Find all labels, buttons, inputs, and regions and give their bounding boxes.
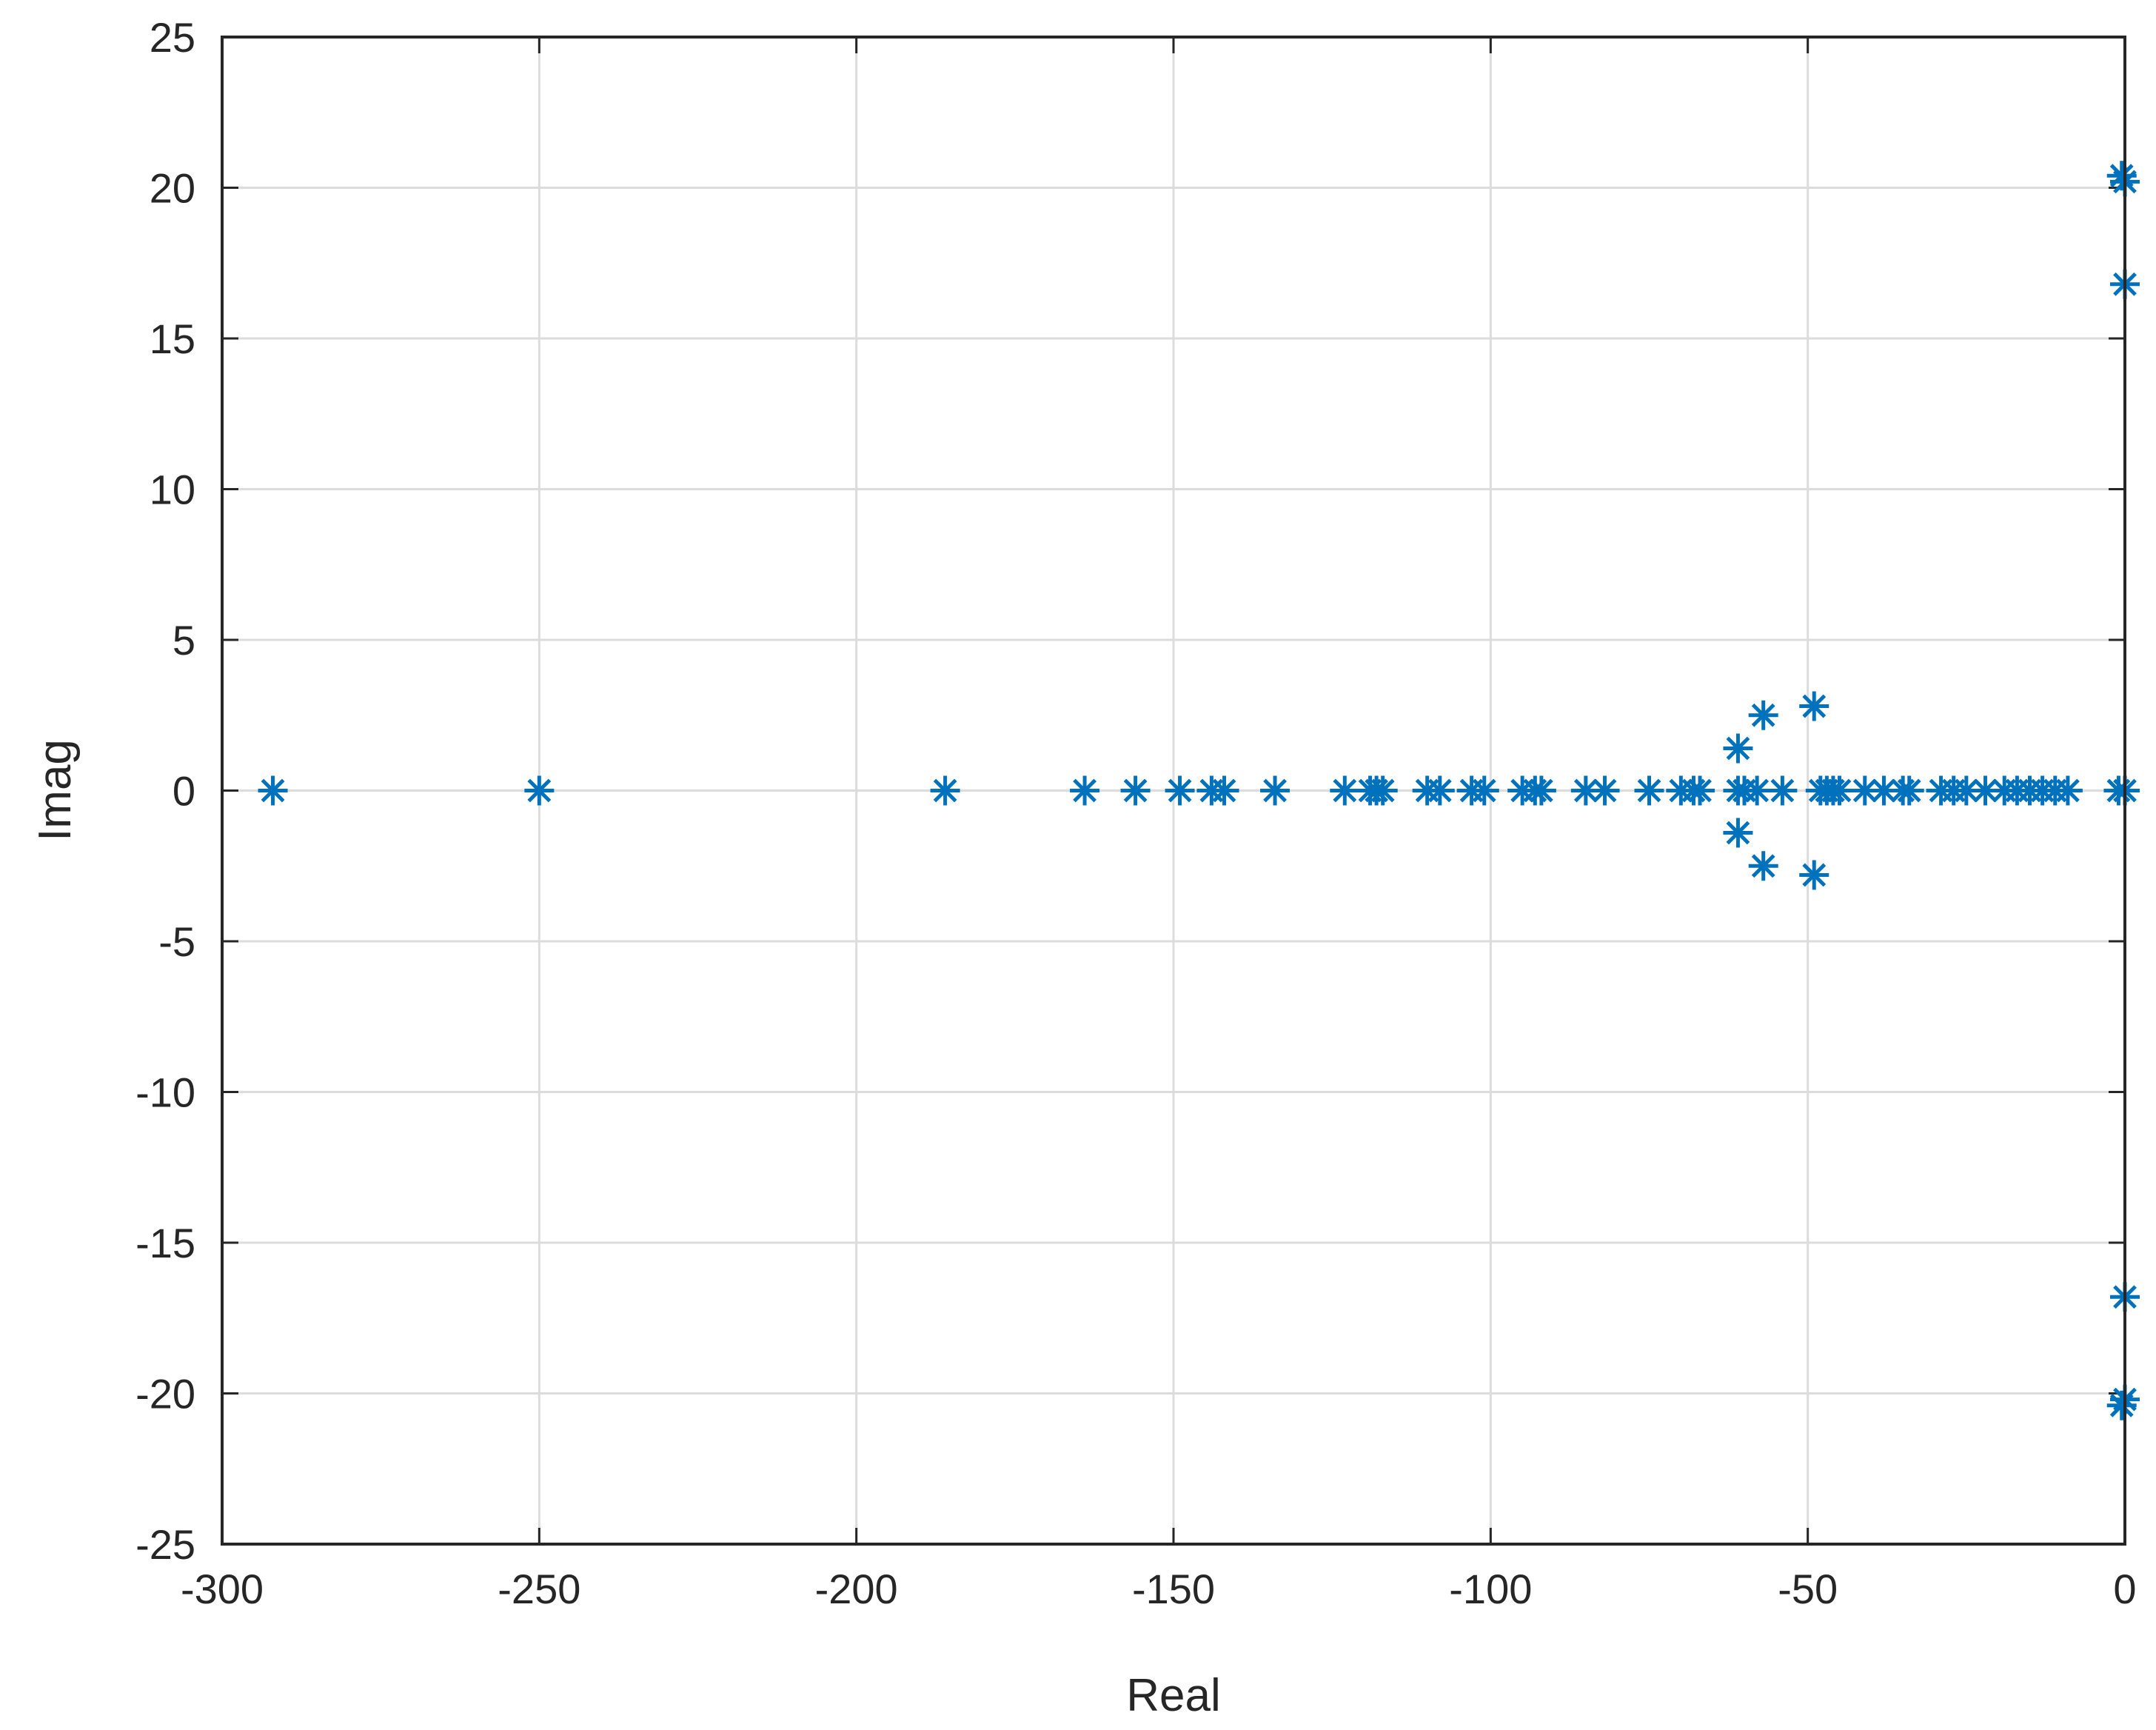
data-point: [1165, 775, 1195, 806]
plot-area-frame: [221, 36, 2126, 1546]
x-tick-label: -150: [1132, 1566, 1215, 1612]
x-tick-label: -300: [181, 1566, 264, 1612]
data-point: [1469, 775, 1499, 806]
x-tick-label: -250: [498, 1566, 580, 1612]
data-point: [930, 775, 960, 806]
data-point: [1209, 775, 1239, 806]
y-tick-label: -5: [158, 918, 195, 965]
data-point: [258, 775, 288, 806]
y-tick-label: 25: [150, 14, 195, 61]
data-point: [1748, 700, 1778, 730]
x-tick-label: -50: [1778, 1566, 1838, 1612]
data-point: [2106, 161, 2137, 191]
y-tick-labels: -25 -20 -15 -10 -5 0 5 10 15 20 25: [135, 14, 195, 1568]
data-point: [1849, 775, 1880, 806]
x-tick-label: 0: [2113, 1566, 2136, 1612]
data-point: [1799, 691, 1829, 721]
y-tick-label: 5: [173, 617, 195, 664]
data-point: [1367, 775, 1398, 806]
data-point: [1742, 775, 1772, 806]
data-point: [1590, 775, 1620, 806]
data-point: [1894, 775, 1924, 806]
y-tick-label: -10: [135, 1069, 195, 1116]
data-point: [1799, 860, 1829, 890]
y-tick-label: 10: [150, 467, 195, 513]
data-point: [1330, 775, 1360, 806]
x-tick-labels: -300 -250 -200 -150 -100 -50 0: [181, 1566, 2137, 1612]
data-point: [2106, 1390, 2137, 1420]
data-point: [1070, 775, 1100, 806]
data-point: [1748, 851, 1778, 881]
data-point: [1767, 775, 1798, 806]
data-point: [1824, 775, 1855, 806]
x-tick-label: -200: [815, 1566, 898, 1612]
data-point: [1685, 775, 1715, 806]
data-point: [1424, 775, 1455, 806]
data-point: [1260, 775, 1290, 806]
y-tick-label: -25: [135, 1521, 195, 1568]
y-tick-label: -15: [135, 1220, 195, 1266]
data-point: [2052, 775, 2083, 806]
data-point: [1723, 733, 1753, 764]
data-point: [524, 775, 555, 806]
x-tick-label: -100: [1449, 1566, 1532, 1612]
y-axis-label: Imag: [30, 739, 81, 841]
data-point: [1634, 775, 1664, 806]
x-axis-label: Real: [1126, 1670, 1221, 1721]
y-tick-label: 0: [173, 768, 195, 815]
y-tick-label: -20: [135, 1371, 195, 1417]
data-point: [1526, 775, 1556, 806]
data-point: [1723, 818, 1753, 848]
y-tick-label: 15: [150, 315, 195, 362]
data-point: [1120, 775, 1151, 806]
y-tick-label: 20: [150, 165, 195, 212]
